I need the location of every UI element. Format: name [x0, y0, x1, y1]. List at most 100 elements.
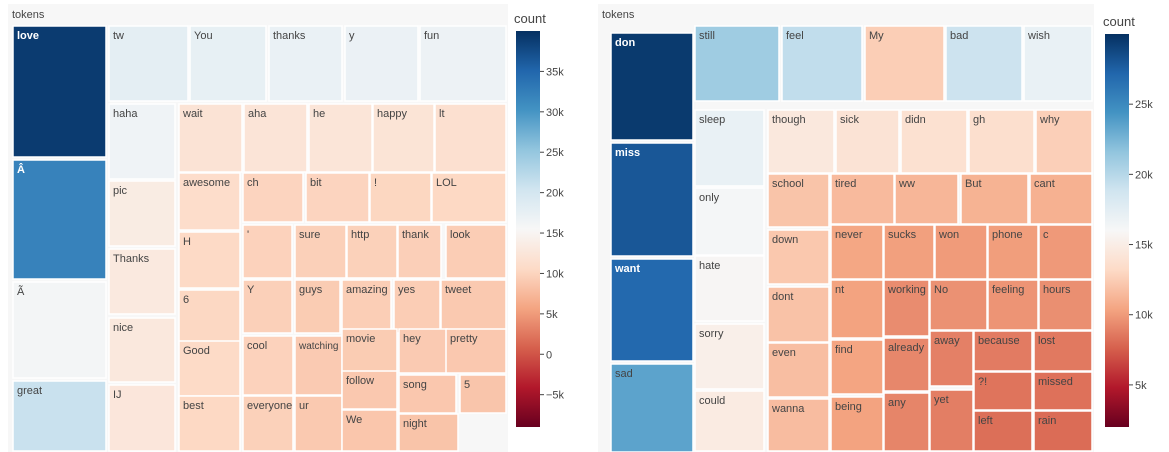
tile-lost[interactable]: lost: [1033, 330, 1093, 372]
tile-bad[interactable]: bad: [945, 25, 1023, 102]
tile-thank[interactable]: thank: [397, 224, 442, 279]
tile-5[interactable]: 5: [459, 374, 507, 414]
tile-you[interactable]: You: [189, 25, 267, 102]
tile-no[interactable]: No: [929, 279, 988, 331]
tile-aha[interactable]: aha: [243, 103, 308, 173]
tile-tweet[interactable]: tweet: [440, 279, 507, 334]
tile-missed[interactable]: missed: [1033, 371, 1093, 411]
tile-best[interactable]: best: [178, 395, 241, 452]
tile-want[interactable]: want: [610, 258, 694, 362]
tile-rain[interactable]: rain: [1033, 410, 1093, 452]
tile-follow[interactable]: follow: [341, 370, 398, 410]
tile-thanks[interactable]: Thanks: [108, 248, 176, 315]
tile-nt[interactable]: nt: [830, 279, 884, 339]
tile-lol[interactable]: LOL: [431, 172, 507, 223]
tile-still[interactable]: still: [694, 25, 780, 102]
tile-any[interactable]: any: [883, 392, 930, 452]
tile-ij[interactable]: IJ: [108, 384, 176, 452]
tile-sleep[interactable]: sleep: [694, 109, 765, 187]
tile-y[interactable]: y: [344, 25, 419, 102]
tile-a-tilde[interactable]: Ã: [12, 281, 107, 379]
tile-sorry[interactable]: sorry: [694, 323, 765, 390]
tile-won[interactable]: won: [934, 224, 988, 280]
tile-song[interactable]: song: [398, 374, 457, 414]
tile-http[interactable]: http: [346, 224, 398, 279]
tile-y[interactable]: Y: [242, 279, 293, 334]
tile-look[interactable]: look: [445, 224, 507, 279]
tile-nice[interactable]: nice: [108, 317, 176, 383]
tile-even[interactable]: even: [767, 342, 830, 398]
tile-already[interactable]: already: [883, 337, 930, 392]
tile-hours[interactable]: hours: [1038, 279, 1093, 331]
tile-movie[interactable]: movie: [341, 328, 398, 374]
tile-ww[interactable]: ww: [894, 173, 959, 225]
tile-good[interactable]: Good: [178, 340, 241, 397]
tile-night[interactable]: night: [398, 413, 459, 452]
tile-working[interactable]: working: [883, 279, 930, 337]
tile-we[interactable]: We: [341, 409, 398, 452]
tile-love[interactable]: love: [12, 25, 107, 158]
tile-haha[interactable]: haha: [108, 103, 176, 180]
tile-ch[interactable]: ch: [242, 172, 304, 223]
tile-never[interactable]: never: [830, 224, 884, 280]
tile-a-circumflex[interactable]: Â: [12, 159, 107, 280]
tile-hey[interactable]: hey: [398, 328, 448, 374]
tile-lt[interactable]: lt: [434, 103, 507, 173]
tile-everyone[interactable]: everyone: [242, 395, 294, 452]
tile-6[interactable]: 6: [178, 289, 241, 346]
tile-feeling[interactable]: feeling: [987, 279, 1039, 331]
tile-down[interactable]: down: [767, 229, 830, 285]
tile-happy[interactable]: happy: [372, 103, 435, 173]
tile-don[interactable]: don: [610, 32, 694, 141]
tile-away[interactable]: away: [929, 330, 974, 387]
tile-yet[interactable]: yet: [929, 389, 974, 452]
tile-could[interactable]: could: [694, 390, 765, 452]
tile-apostrophe[interactable]: ': [242, 224, 293, 279]
tile-c[interactable]: c: [1038, 224, 1093, 280]
tile-great[interactable]: great: [12, 380, 107, 452]
tile-miss[interactable]: miss: [610, 142, 694, 257]
tile-left[interactable]: left: [973, 410, 1033, 452]
tile-thanks[interactable]: thanks: [268, 25, 343, 102]
tile-find[interactable]: find: [830, 339, 884, 395]
tile-but[interactable]: But: [960, 173, 1029, 225]
tile-sure[interactable]: sure: [294, 224, 347, 279]
tile-dont[interactable]: dont: [767, 286, 830, 343]
tile-why[interactable]: why: [1035, 109, 1093, 174]
tile-ur[interactable]: ur: [294, 395, 343, 452]
tile-he[interactable]: he: [308, 103, 373, 173]
tile-tw[interactable]: tw: [108, 25, 189, 102]
tile-hate[interactable]: hate: [694, 255, 765, 322]
tile-didn[interactable]: didn: [900, 109, 968, 174]
tile-wait[interactable]: wait: [178, 103, 243, 173]
tile-though[interactable]: though: [767, 109, 835, 174]
tile-wanna[interactable]: wanna: [767, 398, 830, 452]
tile-only[interactable]: only: [694, 187, 765, 256]
tile-yes[interactable]: yes: [393, 279, 441, 334]
tile-sucks[interactable]: sucks: [883, 224, 935, 280]
tile-phone[interactable]: phone: [987, 224, 1039, 280]
tile-tired[interactable]: tired: [830, 173, 895, 225]
tile-interrobang[interactable]: ?!: [973, 371, 1033, 411]
tile-cant[interactable]: cant: [1029, 173, 1093, 225]
tile-my[interactable]: My: [864, 25, 945, 102]
tile-amazing[interactable]: amazing: [341, 279, 392, 334]
tile-gh[interactable]: gh: [968, 109, 1035, 174]
tile-cool[interactable]: cool: [242, 335, 294, 396]
tile-watching[interactable]: watching: [294, 335, 343, 396]
tile-school[interactable]: school: [767, 173, 830, 228]
tile-bit[interactable]: bit: [305, 172, 370, 223]
tile-guys[interactable]: guys: [294, 279, 341, 334]
tile-pretty[interactable]: pretty: [445, 328, 507, 374]
tile-exclamation[interactable]: !: [369, 172, 432, 223]
tile-feel[interactable]: feel: [781, 25, 863, 102]
tile-awesome[interactable]: awesome: [178, 172, 241, 231]
tile-fun[interactable]: fun: [419, 25, 507, 102]
tile-pic[interactable]: pic: [108, 180, 176, 247]
tile-sick[interactable]: sick: [835, 109, 900, 174]
tile-wish[interactable]: wish: [1023, 25, 1093, 102]
tile-sad[interactable]: sad: [610, 363, 694, 452]
tile-h[interactable]: H: [178, 231, 241, 289]
tile-being[interactable]: being: [830, 396, 884, 452]
tile-because[interactable]: because: [973, 330, 1033, 372]
